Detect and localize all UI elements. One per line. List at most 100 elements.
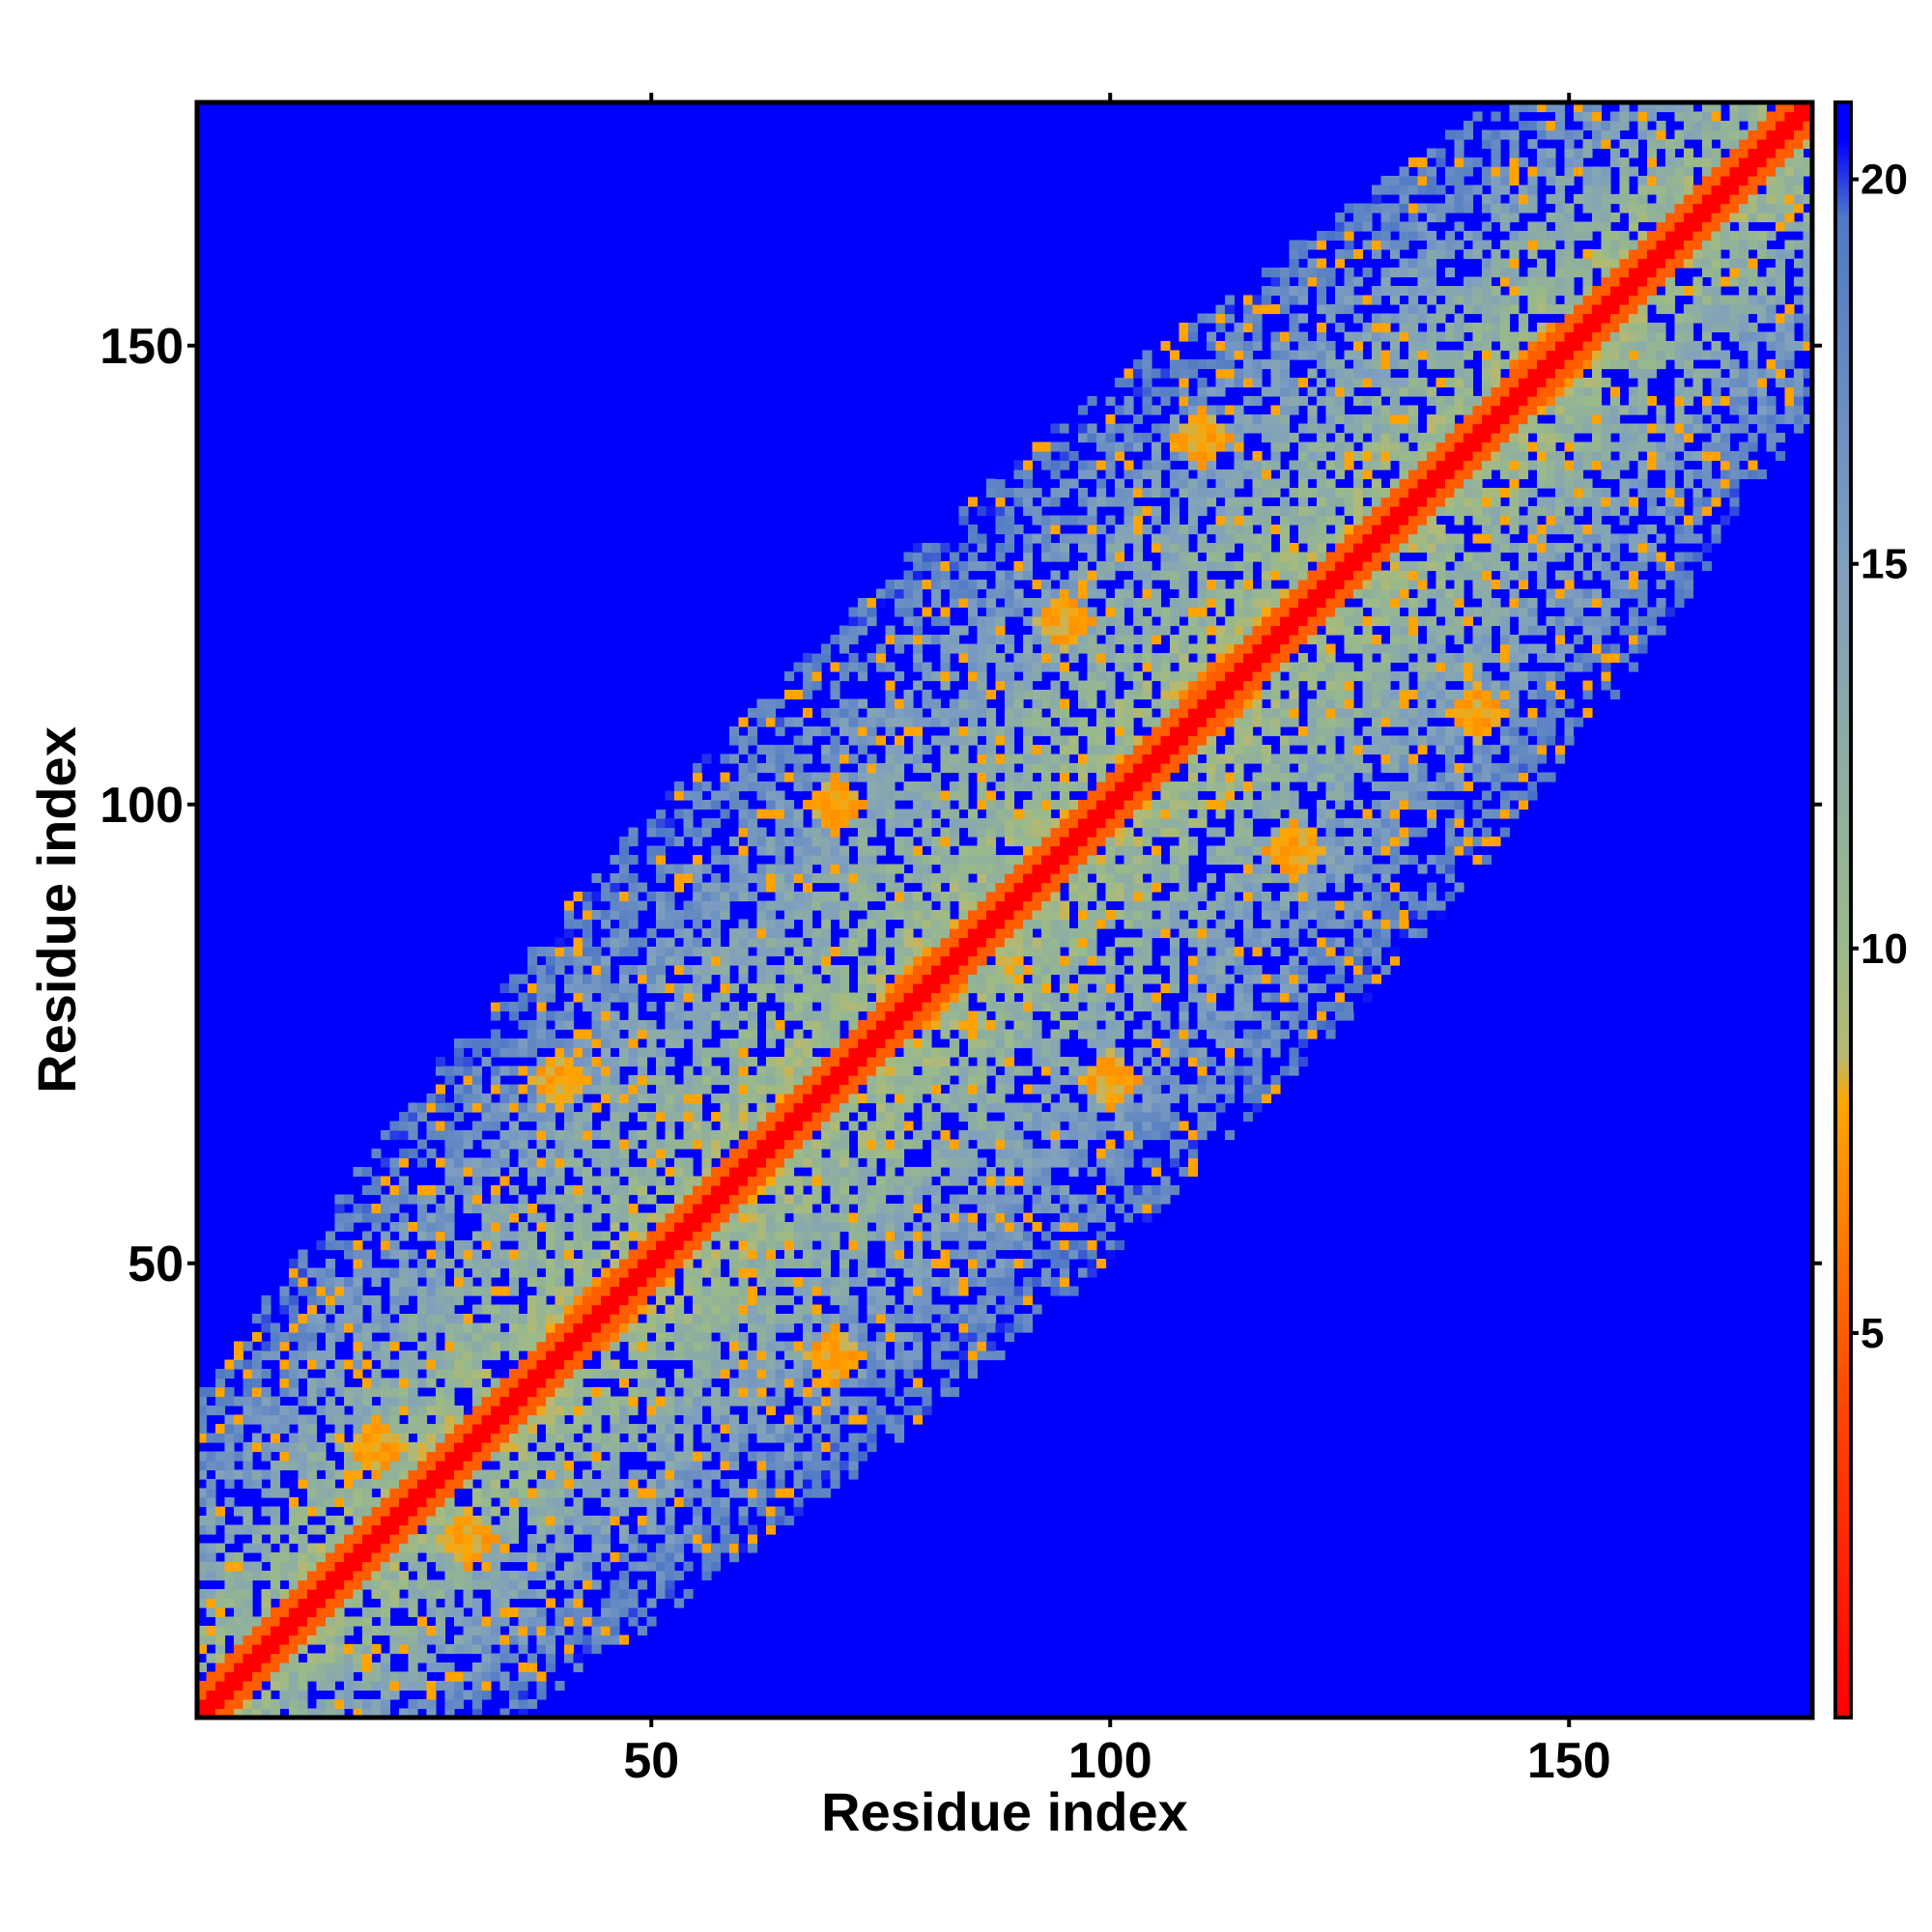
- heatmap-cell: [656, 1204, 667, 1214]
- heatmap-cell: [215, 1616, 226, 1627]
- heatmap-cell: [656, 919, 667, 929]
- heatmap-cell: [518, 1634, 528, 1645]
- heatmap-cell: [298, 1414, 308, 1425]
- heatmap-cell: [444, 1378, 455, 1388]
- heatmap-cell: [582, 1029, 593, 1039]
- heatmap-cell: [830, 1396, 840, 1406]
- heatmap-cell: [601, 919, 611, 929]
- heatmap-cell: [344, 1497, 355, 1508]
- heatmap-cell: [353, 1249, 363, 1260]
- heatmap-cell: [701, 1176, 712, 1186]
- heatmap-cell: [867, 1185, 877, 1196]
- heatmap-cell: [720, 974, 730, 984]
- heatmap-cell: [334, 1497, 345, 1508]
- heatmap-cell: [527, 1130, 538, 1141]
- heatmap-cell: [527, 1038, 538, 1049]
- heatmap-cell: [197, 1524, 208, 1535]
- heatmap-cell: [931, 910, 942, 921]
- heatmap-cell: [564, 1185, 575, 1196]
- heatmap-cell: [454, 1157, 465, 1168]
- heatmap-cell: [610, 1304, 620, 1315]
- heatmap-cell: [977, 543, 987, 554]
- heatmap-cell: [417, 1516, 428, 1526]
- heatmap-cell: [564, 1304, 575, 1315]
- heatmap-cell: [564, 1350, 575, 1361]
- heatmap-cell: [554, 947, 565, 957]
- heatmap-cell: [867, 1065, 877, 1076]
- heatmap-cell: [619, 1579, 630, 1590]
- heatmap-cell: [499, 1644, 510, 1655]
- heatmap-cell: [793, 1506, 804, 1517]
- heatmap-cell: [491, 1286, 501, 1296]
- heatmap-cell: [509, 1653, 520, 1663]
- heatmap-cell: [766, 845, 777, 856]
- heatmap-cell: [950, 643, 960, 654]
- heatmap-cell: [619, 1259, 630, 1269]
- heatmap-cell: [582, 1259, 593, 1269]
- heatmap-cell: [326, 1322, 336, 1333]
- heatmap-cell: [958, 965, 969, 976]
- heatmap-cell: [775, 837, 785, 847]
- heatmap-cell: [793, 1185, 804, 1196]
- heatmap-cell: [958, 1176, 969, 1186]
- heatmap-cell: [738, 800, 749, 810]
- heatmap-cell: [940, 1149, 951, 1159]
- heatmap-cell: [922, 635, 932, 645]
- heatmap-cell: [756, 947, 767, 957]
- heatmap-cell: [417, 1314, 428, 1324]
- heatmap-cell: [903, 1047, 914, 1058]
- heatmap-cell: [940, 790, 951, 801]
- heatmap-cell: [436, 1094, 446, 1104]
- heatmap-cell: [444, 1204, 455, 1214]
- heatmap-cell: [895, 983, 905, 994]
- heatmap-cell: [564, 955, 575, 966]
- heatmap-cell: [279, 1634, 290, 1645]
- heatmap-cell: [867, 864, 877, 874]
- heatmap-cell: [499, 1543, 510, 1553]
- heatmap-cell: [554, 1414, 565, 1425]
- heatmap-cell: [885, 983, 895, 994]
- heatmap-cell: [499, 1084, 510, 1094]
- heatmap-cell: [683, 1286, 694, 1296]
- heatmap-cell: [270, 1671, 281, 1682]
- heatmap-cell: [958, 1102, 969, 1113]
- heatmap-cell: [326, 1231, 336, 1241]
- heatmap-cell: [656, 1433, 667, 1443]
- heatmap-cell: [903, 753, 914, 764]
- heatmap-cell: [234, 1690, 244, 1700]
- heatmap-cell: [876, 974, 887, 984]
- heatmap-cell: [417, 1396, 428, 1406]
- heatmap-cell: [683, 1461, 694, 1471]
- heatmap-cell: [527, 1607, 538, 1618]
- heatmap-cell: [885, 1249, 895, 1260]
- heatmap-cell: [371, 1699, 382, 1710]
- heatmap-cell: [950, 827, 960, 838]
- heatmap-cell: [491, 1634, 501, 1645]
- heatmap-cell: [408, 1497, 418, 1508]
- heatmap-cell: [876, 708, 887, 719]
- heatmap-cell: [454, 1130, 465, 1141]
- heatmap-cell: [408, 1102, 418, 1113]
- heatmap-cell: [527, 1424, 538, 1435]
- heatmap-cell: [683, 1406, 694, 1416]
- heatmap-cell: [389, 1589, 400, 1600]
- heatmap-cell: [362, 1634, 373, 1645]
- heatmap-cell: [811, 1332, 822, 1343]
- heatmap-cell: [491, 1102, 501, 1113]
- heatmap-cell: [527, 965, 538, 976]
- heatmap-cell: [958, 974, 969, 984]
- heatmap-cell: [766, 1295, 777, 1306]
- heatmap-cell: [527, 1295, 538, 1306]
- heatmap-cell: [628, 827, 639, 838]
- heatmap-cell: [326, 1433, 336, 1443]
- heatmap-cell: [811, 671, 822, 682]
- heatmap-cell: [573, 1029, 583, 1039]
- heatmap-cell: [215, 1451, 226, 1462]
- heatmap-cell: [775, 763, 785, 774]
- heatmap-cell: [775, 1029, 785, 1039]
- heatmap-cell: [638, 1304, 648, 1315]
- heatmap-cell: [619, 900, 630, 911]
- heatmap-cell: [426, 1589, 437, 1600]
- heatmap-cell: [830, 983, 840, 994]
- heatmap-cell: [353, 1322, 363, 1333]
